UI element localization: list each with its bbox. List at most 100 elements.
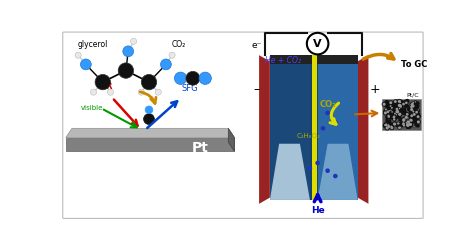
- Point: [394, 110, 401, 114]
- Point: [401, 116, 408, 120]
- Point: [397, 105, 404, 109]
- Point: [397, 103, 404, 107]
- Point: [391, 112, 399, 116]
- Point: [397, 106, 405, 110]
- Circle shape: [108, 89, 114, 95]
- Point: [400, 102, 407, 106]
- Point: [394, 121, 402, 125]
- Point: [395, 126, 403, 130]
- Point: [387, 108, 395, 112]
- Point: [412, 123, 419, 126]
- Point: [404, 116, 412, 120]
- Text: He + CO₂: He + CO₂: [265, 56, 301, 65]
- Point: [407, 118, 414, 122]
- Point: [405, 120, 412, 124]
- Point: [394, 122, 402, 125]
- Point: [392, 102, 400, 106]
- Point: [402, 115, 410, 119]
- Point: [397, 123, 405, 126]
- Point: [382, 124, 389, 128]
- Point: [405, 120, 412, 124]
- Point: [406, 113, 413, 117]
- Point: [400, 122, 407, 126]
- Point: [404, 116, 412, 120]
- Circle shape: [75, 52, 81, 58]
- Text: –: –: [253, 83, 259, 96]
- Point: [410, 112, 418, 116]
- Circle shape: [81, 59, 91, 70]
- Point: [397, 100, 404, 104]
- Polygon shape: [270, 144, 310, 200]
- Point: [397, 103, 404, 107]
- Point: [391, 120, 399, 124]
- Point: [382, 122, 389, 126]
- Point: [391, 113, 399, 117]
- Point: [393, 115, 401, 119]
- Point: [391, 114, 399, 118]
- Point: [405, 125, 412, 129]
- Point: [384, 110, 392, 114]
- Point: [410, 101, 417, 105]
- Point: [399, 119, 406, 123]
- Point: [405, 122, 412, 126]
- Point: [387, 114, 394, 118]
- Point: [403, 120, 411, 124]
- Point: [385, 103, 393, 107]
- Point: [410, 112, 418, 116]
- Point: [390, 115, 398, 119]
- Point: [407, 123, 415, 127]
- Point: [408, 108, 416, 112]
- Point: [413, 104, 421, 108]
- Point: [391, 117, 399, 121]
- Point: [387, 101, 394, 105]
- Point: [407, 110, 415, 114]
- Point: [410, 101, 417, 105]
- Point: [384, 123, 392, 127]
- Point: [400, 118, 408, 122]
- Polygon shape: [66, 138, 235, 152]
- Point: [403, 104, 411, 108]
- Point: [407, 122, 415, 126]
- Point: [403, 121, 410, 125]
- Point: [393, 110, 401, 114]
- Point: [390, 115, 398, 119]
- Circle shape: [118, 63, 134, 78]
- Point: [383, 123, 390, 127]
- Point: [387, 108, 395, 112]
- FancyBboxPatch shape: [63, 32, 423, 218]
- Point: [403, 112, 411, 116]
- Point: [396, 112, 403, 116]
- Point: [400, 102, 407, 106]
- Polygon shape: [318, 55, 358, 200]
- Point: [409, 102, 416, 106]
- Point: [405, 123, 412, 126]
- Point: [386, 114, 394, 118]
- Point: [402, 115, 410, 119]
- Point: [404, 112, 411, 116]
- Point: [382, 107, 390, 111]
- Point: [408, 106, 415, 110]
- Point: [396, 106, 403, 110]
- Point: [385, 115, 392, 119]
- Polygon shape: [270, 55, 310, 200]
- Point: [391, 112, 399, 116]
- Point: [412, 100, 419, 104]
- Point: [381, 123, 389, 127]
- Point: [407, 116, 415, 120]
- Point: [392, 113, 400, 117]
- Polygon shape: [259, 55, 270, 204]
- Point: [395, 103, 403, 107]
- Point: [383, 123, 390, 127]
- Point: [392, 99, 399, 103]
- Point: [408, 124, 415, 128]
- Text: To GC: To GC: [401, 60, 427, 69]
- Point: [388, 110, 396, 114]
- Text: IR: IR: [103, 82, 112, 91]
- Point: [386, 112, 393, 116]
- Point: [384, 109, 392, 113]
- Point: [413, 110, 420, 114]
- Point: [400, 110, 407, 114]
- Point: [407, 106, 414, 110]
- Point: [409, 120, 417, 124]
- Point: [400, 119, 408, 123]
